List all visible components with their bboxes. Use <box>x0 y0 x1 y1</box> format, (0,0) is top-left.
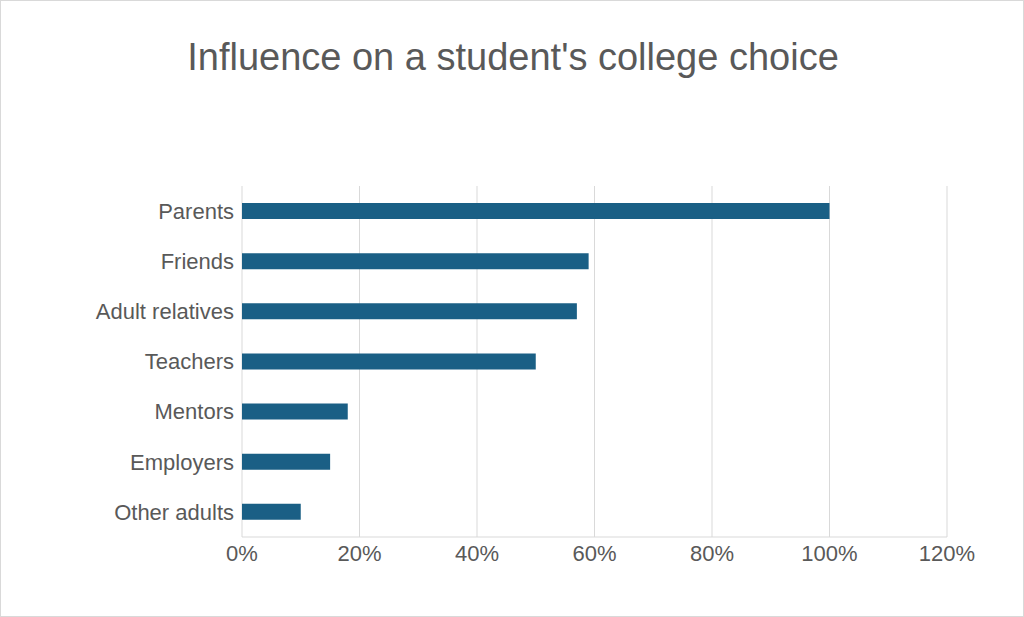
svg-text:80%: 80% <box>690 541 734 566</box>
svg-text:Teachers: Teachers <box>145 349 234 374</box>
svg-text:40%: 40% <box>455 541 499 566</box>
svg-text:Parents: Parents <box>158 199 234 224</box>
svg-text:Mentors: Mentors <box>155 399 234 424</box>
svg-text:0%: 0% <box>226 541 258 566</box>
svg-text:Employers: Employers <box>130 450 234 475</box>
svg-text:20%: 20% <box>337 541 381 566</box>
svg-text:60%: 60% <box>572 541 616 566</box>
svg-text:Adult relatives: Adult relatives <box>96 299 234 324</box>
svg-text:Friends: Friends <box>161 249 234 274</box>
svg-text:Other adults: Other adults <box>114 500 234 525</box>
svg-text:120%: 120% <box>919 541 975 566</box>
html-text:Influence on a student's colle: Influence on a student's college choice <box>187 36 839 78</box>
svg-text:100%: 100% <box>801 541 857 566</box>
